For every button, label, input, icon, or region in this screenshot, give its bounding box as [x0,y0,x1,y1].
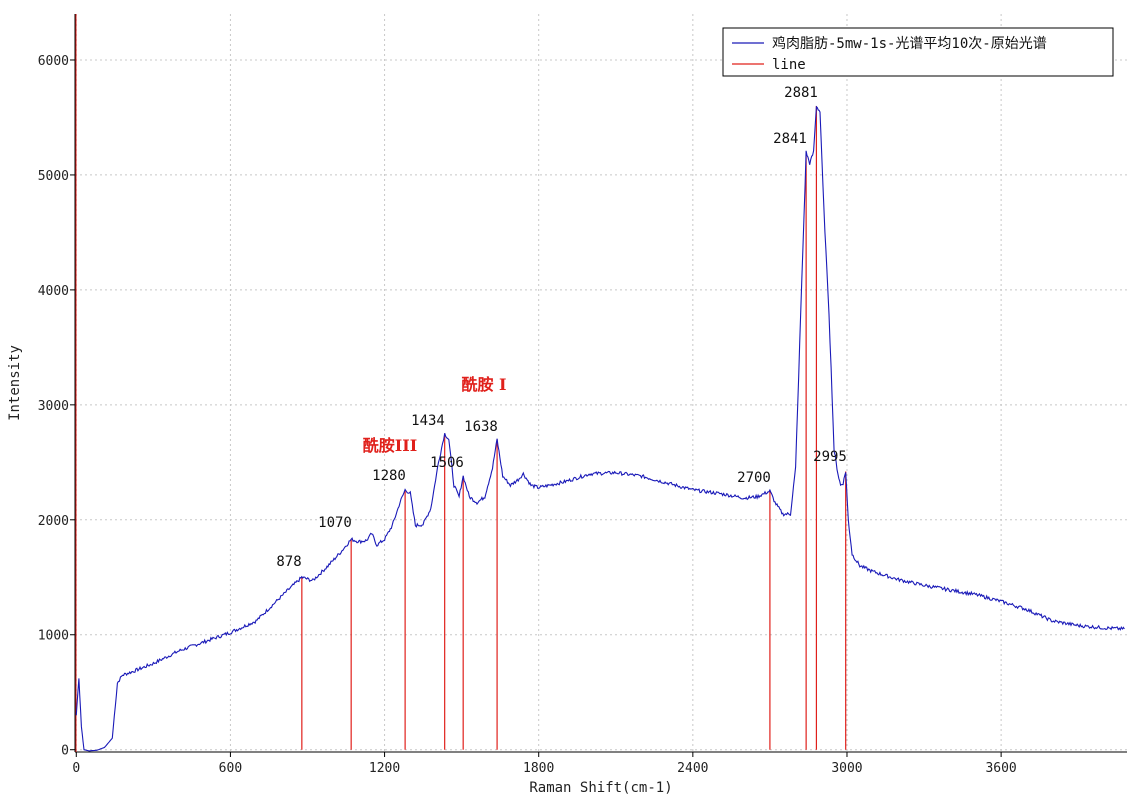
peak-label-1434: 1434 [411,413,445,429]
peak-label-2700: 2700 [737,470,771,486]
x-tick-label: 0 [72,761,80,776]
peak-label-2881: 2881 [784,85,818,101]
amide-i-annotation: 酰胺 I [461,375,506,394]
peak-label-2841: 2841 [773,131,807,147]
legend-entry-spectrum: 鸡肉脂肪-5mw-1s-光谱平均10次-原始光谱 [772,35,1047,52]
y-tick-label: 6000 [38,54,69,69]
legend: 鸡肉脂肪-5mw-1s-光谱平均10次-原始光谱 line [722,27,1114,77]
x-tick-label: 600 [219,761,242,776]
amide-iii-annotation: 酰胺III [363,436,417,455]
spectrum-series-line [75,105,1125,752]
legend-entry-line: line [772,57,806,73]
peak-label-878: 878 [276,554,301,570]
legend-box [722,27,1114,77]
y-tick-label: 4000 [38,284,69,299]
peak-label-1280: 1280 [372,468,406,484]
peak-label-1070: 1070 [318,515,352,531]
y-tick-label: 1000 [38,629,69,644]
y-tick-label: 2000 [38,514,69,529]
x-axis-title: Raman Shift(cm-1) [529,780,672,796]
x-tick-label: 1200 [369,761,400,776]
peak-labels: 878 1070 1280 1434 1506 1638 2700 2841 2881 2995 [276,85,847,570]
y-tick-label: 0 [61,744,69,759]
x-tick-label: 1800 [523,761,554,776]
peak-label-1506: 1506 [430,455,464,471]
x-tick-label: 3600 [985,761,1016,776]
peak-marker-lines [75,14,847,752]
x-tick-label: 3000 [831,761,862,776]
x-tick-label: 2400 [677,761,708,776]
y-tick-label: 5000 [38,169,69,184]
peak-label-1638: 1638 [464,419,498,435]
grid-lines [75,14,1127,752]
y-tick-label: 3000 [38,399,69,414]
peak-label-2995: 2995 [813,449,847,465]
y-axis-title: Intensity [7,345,23,421]
axis-ticks: 0 600 1200 1800 2400 3000 3600 0 1000 2000 3000 400… [38,54,1017,776]
